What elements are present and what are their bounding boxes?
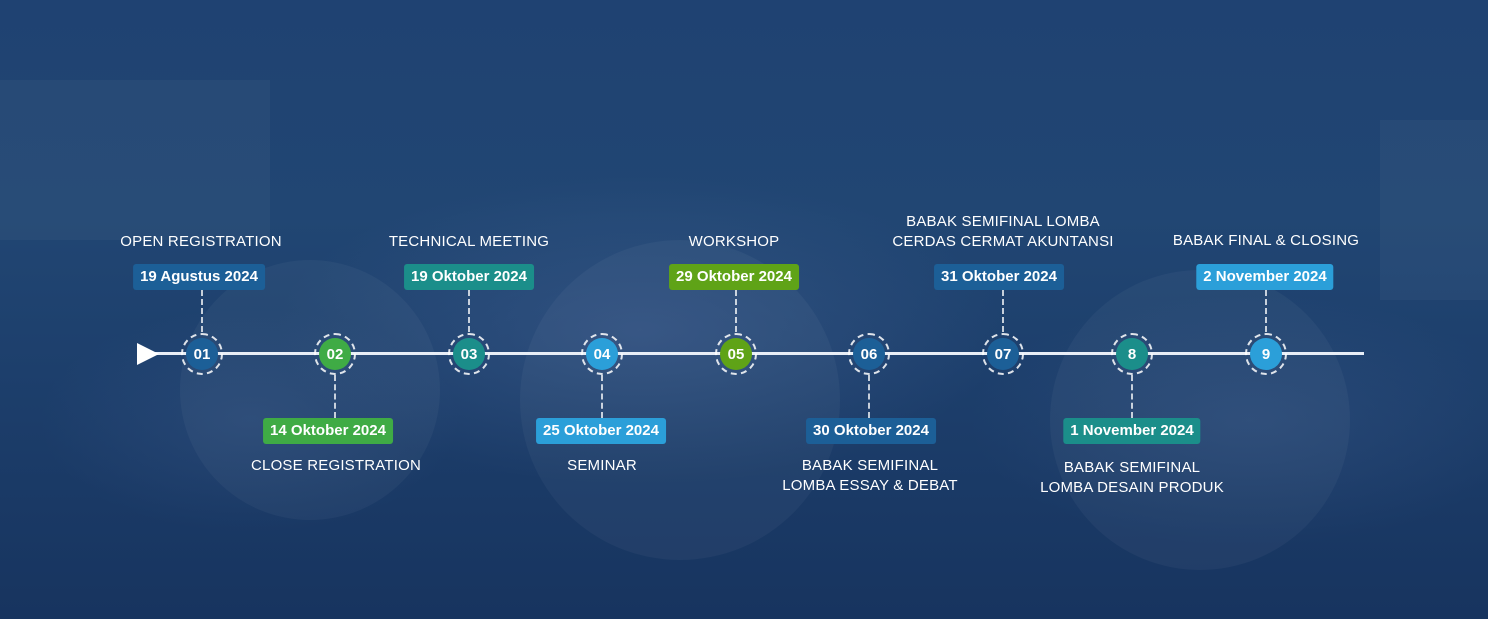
milestone-number: 07 [987,338,1019,370]
date-badge: 1 November 2024 [1063,418,1201,444]
milestone-label-line-2: CERDAS CERMAT AKUNTANSI [892,233,1114,250]
milestone-label: BABAK SEMIFINAL [801,457,939,474]
milestone-label-line-2: LOMBA ESSAY & DEBAT [782,477,958,494]
milestone-node: 05 [715,333,757,375]
milestone-label: BABAK FINAL & CLOSING [1172,232,1360,249]
background-window [1380,120,1488,300]
milestone-node: 03 [448,333,490,375]
date-badge: 25 Oktober 2024 [536,418,666,444]
dashed-connector [735,290,737,332]
milestone-node: 01 [181,333,223,375]
milestone-label: BABAK SEMIFINAL LOMBA [906,213,1100,230]
milestone-node: 9 [1245,333,1287,375]
date-badge: 31 Oktober 2024 [934,264,1064,290]
milestone-label: CLOSE REGISTRATION [250,457,422,474]
milestone-node: 06 [848,333,890,375]
background-crowd [520,240,840,560]
milestone-label-line-2: LOMBA DESAIN PRODUK [1040,479,1224,496]
milestone-label: WORKSHOP [688,233,780,250]
milestone-label: TECHNICAL MEETING [388,233,550,250]
milestone-number: 03 [453,338,485,370]
date-badge: 29 Oktober 2024 [669,264,799,290]
milestone-node: 04 [581,333,623,375]
milestone-node: 07 [982,333,1024,375]
milestone-number: 9 [1250,338,1282,370]
date-badge: 19 Oktober 2024 [404,264,534,290]
timeline-line [150,352,1364,355]
milestone-node: 8 [1111,333,1153,375]
milestone-label: SEMINAR [567,457,637,474]
milestone-node: 02 [314,333,356,375]
milestone-number: 01 [186,338,218,370]
dashed-connector [868,375,870,418]
dashed-connector [1265,290,1267,332]
dashed-connector [601,375,603,418]
play-arrow-icon [137,343,159,365]
date-badge: 19 Agustus 2024 [133,264,265,290]
date-badge: 14 Oktober 2024 [263,418,393,444]
background-window [0,80,270,240]
milestone-label: OPEN REGISTRATION [120,233,282,250]
background-crowd [180,260,440,520]
milestone-number: 04 [586,338,618,370]
milestone-number: 06 [853,338,885,370]
milestone-number: 02 [319,338,351,370]
dashed-connector [1002,290,1004,332]
date-badge: 30 Oktober 2024 [806,418,936,444]
milestone-label: BABAK SEMIFINAL [1063,459,1201,476]
dashed-connector [201,290,203,332]
milestone-number: 05 [720,338,752,370]
dashed-connector [468,290,470,332]
milestone-number: 8 [1116,338,1148,370]
dashed-connector [1131,375,1133,418]
date-badge: 2 November 2024 [1196,264,1334,290]
dashed-connector [334,375,336,418]
